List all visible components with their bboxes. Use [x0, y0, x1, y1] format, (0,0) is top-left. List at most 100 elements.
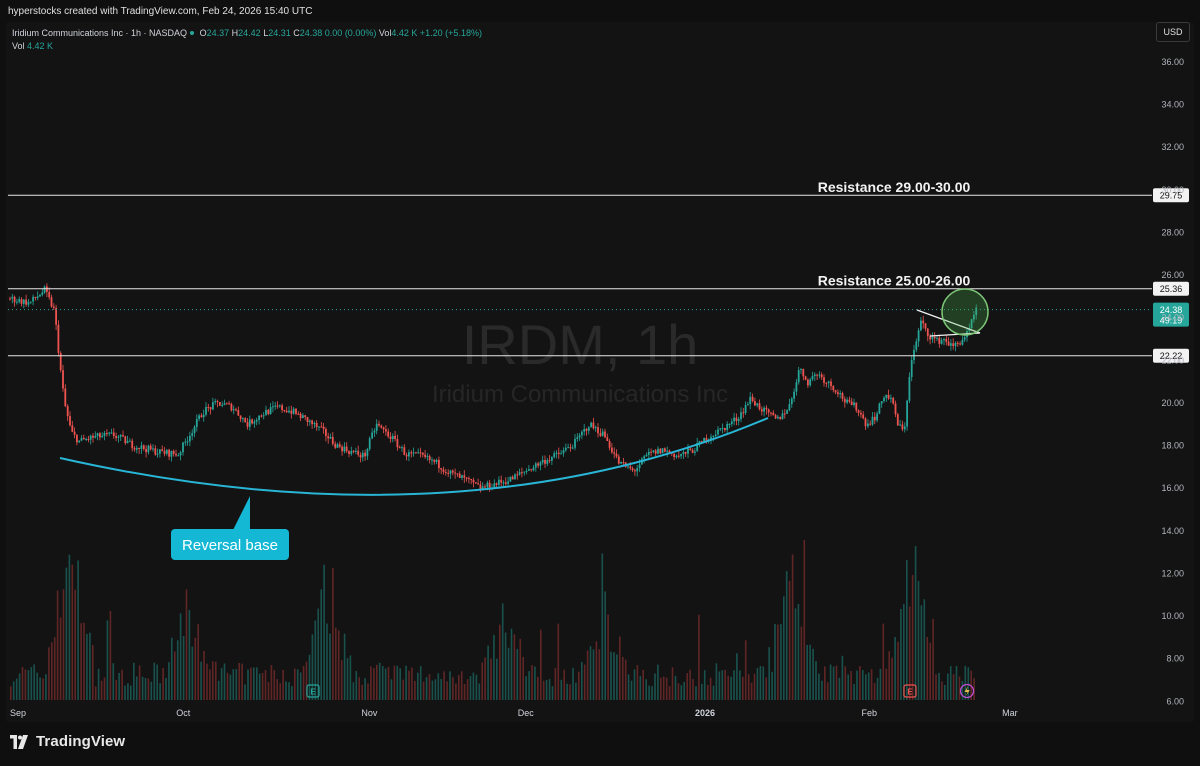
volume-bar: [308, 654, 311, 700]
candle-body: [193, 426, 196, 434]
candle-body: [163, 451, 166, 454]
candle-body: [846, 399, 848, 403]
volume-bar: [235, 669, 238, 700]
candle-body: [27, 301, 30, 305]
volume-bar: [551, 686, 554, 700]
volume-bar: [77, 560, 79, 700]
lightning-icon[interactable]: [959, 683, 975, 699]
volume-bar: [903, 604, 905, 700]
volume-bar: [762, 666, 765, 700]
volume-bar: [33, 664, 35, 700]
reversal-base-callout[interactable]: [171, 529, 289, 560]
volume-bar: [469, 676, 472, 700]
candle-body: [13, 296, 16, 303]
volume-bar: [370, 666, 372, 700]
trendline-upper[interactable]: [916, 309, 981, 334]
candle-body: [811, 376, 814, 380]
y-tick-label: 22.00: [1161, 355, 1184, 365]
volume-bar: [185, 589, 188, 700]
candle-body: [647, 451, 650, 455]
footer-brand[interactable]: TradingView: [8, 733, 125, 750]
volume-bar: [302, 666, 305, 700]
volume-bar: [171, 637, 173, 700]
volume-bar: [417, 672, 419, 700]
volume-bar: [662, 676, 665, 700]
breakout-circle[interactable]: [941, 288, 989, 336]
candle-body: [650, 451, 652, 453]
candle-body: [278, 405, 281, 407]
candle-body: [943, 338, 945, 341]
candle-body: [145, 449, 147, 453]
earnings-icon[interactable]: E: [306, 684, 320, 698]
volume-bar: [475, 674, 478, 700]
volume-bar: [771, 671, 773, 700]
candle-body: [269, 407, 272, 414]
price-axis[interactable]: 36.00 34.00 32.00 30.00 28.00 26.00 24.00 22.00…: [1161, 57, 1184, 706]
candle-body: [910, 360, 913, 377]
candle-body: [235, 409, 237, 411]
candle-body: [885, 394, 888, 398]
candle-body: [797, 370, 800, 383]
candle-body: [318, 426, 320, 428]
volume-bar: [124, 685, 126, 700]
chart-area[interactable]: [6, 22, 1194, 722]
volume-bar: [583, 664, 586, 700]
candle-body: [820, 374, 823, 378]
resistance-lines[interactable]: Resistance 29.00-30.00 29.75 Resistance 25…: [8, 179, 1189, 363]
volume-bar: [162, 668, 164, 700]
candle-body: [115, 436, 117, 438]
candle-body: [581, 431, 583, 436]
candle-body: [477, 483, 479, 485]
volume-bar: [212, 661, 214, 700]
volume-bar: [71, 564, 74, 700]
volume-bar: [156, 664, 158, 700]
volume-bar: [961, 680, 964, 700]
candle-body: [963, 337, 966, 340]
candle-body: [276, 405, 279, 407]
candle-body: [601, 431, 604, 436]
volume-bar: [118, 673, 120, 700]
volume-bar: [548, 679, 551, 700]
candle-body: [959, 343, 961, 345]
volume-bar: [774, 623, 776, 700]
legend-volume-value: 4.42 K: [27, 41, 54, 51]
candle-body: [562, 450, 565, 454]
currency-button[interactable]: USD: [1156, 22, 1190, 42]
candle-body: [248, 419, 251, 427]
candle-body: [463, 475, 466, 478]
volume-bar: [285, 681, 287, 700]
volume-bar: [109, 610, 112, 700]
candle-body: [126, 440, 129, 444]
volume-bar: [894, 637, 896, 700]
candle-body: [682, 452, 685, 455]
reversal-base-curve[interactable]: [59, 417, 769, 496]
candle-body: [855, 402, 858, 411]
volume-bar: [686, 673, 688, 700]
volume-bar: [870, 669, 873, 700]
annotations[interactable]: Reversal base: [59, 288, 989, 560]
candle-body: [258, 415, 260, 420]
candle-body: [357, 450, 360, 455]
candle-body: [246, 422, 249, 427]
candle-body: [645, 454, 648, 457]
candle-body: [348, 451, 350, 454]
volume-bar: [305, 661, 308, 700]
earnings-icon[interactable]: E: [903, 684, 917, 698]
volume-bar: [59, 617, 62, 700]
candle-body: [760, 409, 763, 412]
volume-bar: [806, 644, 808, 700]
volume-bar: [343, 633, 346, 700]
candle-body: [790, 398, 793, 405]
candle-body: [119, 435, 122, 437]
candle-body: [917, 330, 920, 342]
candle-body: [209, 407, 212, 410]
time-axis[interactable]: Sep Oct Nov Dec 2026 Feb Mar: [10, 708, 1018, 718]
volume-bar: [821, 680, 823, 700]
candle-body: [594, 427, 597, 429]
candle-body: [191, 433, 194, 436]
resistance-label-1: Resistance 25.00-26.00: [818, 273, 971, 289]
volume-bar: [217, 680, 220, 700]
volume-bar: [744, 640, 747, 700]
